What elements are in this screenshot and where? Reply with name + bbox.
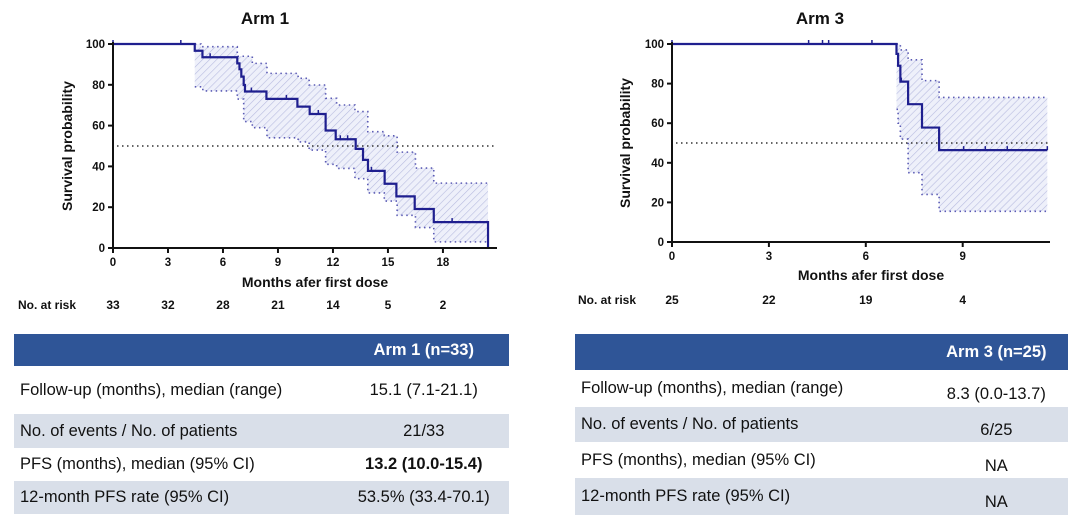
ci-lower-line — [896, 108, 1048, 213]
y-tick-label: 60 — [92, 121, 105, 133]
x-tick-label: 9 — [275, 257, 281, 269]
y-tick-label: 0 — [99, 243, 105, 255]
number-at-risk-label: No. at risk — [18, 298, 76, 312]
number-at-risk-value: 14 — [326, 298, 340, 312]
y-tick-label: 20 — [92, 202, 105, 214]
x-tick-label: 9 — [959, 251, 965, 263]
x-tick-label: 3 — [165, 257, 171, 269]
number-at-risk-label: No. at risk — [578, 293, 636, 307]
km-chart-arm3: Arm 3 Survival probability 0 20 40 60 80 100 0 3 6… — [578, 9, 1050, 307]
confidence-band — [194, 44, 489, 242]
row-label: 12-month PFS rate (95% CI) — [581, 487, 791, 505]
chart-title: Arm 3 — [796, 9, 844, 28]
row-value: NA — [984, 493, 1008, 511]
x-tick-label: 0 — [110, 257, 116, 269]
x-tick-label: 0 — [669, 251, 675, 263]
table-row: Follow-up (months), median (range) 8.3 (0… — [575, 370, 1068, 407]
row-value: 13.2 (10.0-15.4) — [365, 455, 483, 473]
x-tick-label: 6 — [220, 257, 226, 269]
x-tick-label: 3 — [766, 251, 772, 263]
chart-title: Arm 1 — [241, 9, 289, 28]
ci-upper-line — [194, 43, 489, 184]
x-axis-label: Months afer first dose — [798, 267, 944, 283]
number-at-risk-value: 21 — [271, 298, 285, 312]
number-at-risk-value: 22 — [762, 293, 776, 307]
table-header: Arm 3 (n=25) — [946, 342, 1047, 361]
number-at-risk-value: 32 — [161, 298, 175, 312]
number-at-risk-value: 28 — [216, 298, 230, 312]
row-value: 6/25 — [980, 421, 1013, 439]
y-axis-label: Survival probability — [59, 81, 75, 211]
km-chart-arm1: Arm 1 Survival probability 0 20 40 60 80 100 0 3 6… — [18, 9, 497, 312]
confidence-band — [896, 44, 1048, 212]
row-label: PFS (months), median (95% CI) — [20, 455, 255, 473]
row-label: No. of events / No. of patients — [20, 421, 238, 440]
number-at-risk-value: 19 — [859, 293, 873, 307]
number-at-risk-value: 2 — [440, 298, 447, 312]
survival-curve — [672, 42, 1048, 152]
y-tick-label: 100 — [86, 39, 105, 51]
x-tick-label: 6 — [863, 251, 869, 263]
y-tick-label: 40 — [92, 161, 105, 173]
number-at-risk-value: 25 — [665, 293, 679, 307]
y-tick-label: 80 — [651, 79, 664, 91]
row-label: PFS (months), median (95% CI) — [581, 450, 816, 469]
y-tick-label: 40 — [651, 158, 664, 170]
row-value: NA — [984, 456, 1008, 475]
row-label: Follow-up (months), median (range) — [20, 380, 283, 399]
table-row: Follow-up (months), median (range) 15.1 (… — [14, 366, 509, 414]
table-row: PFS (months), median (95% CI) 13.2 (10.0-… — [14, 448, 509, 481]
table-row: No. of events / No. of patients 21/33 — [14, 414, 509, 448]
y-tick-label: 60 — [651, 118, 664, 130]
x-tick-label: 18 — [437, 257, 450, 269]
number-at-risk-value: 5 — [385, 298, 392, 312]
x-tick-label: 15 — [382, 257, 395, 269]
survival-curve — [113, 42, 490, 248]
y-tick-label: 0 — [658, 237, 664, 249]
arm1-summary-table: Arm 1 (n=33) Follow-up (months), median … — [14, 334, 509, 514]
y-axis-label: Survival probability — [617, 78, 633, 208]
y-tick-label: 20 — [651, 197, 664, 209]
x-axis-label: Months afer first dose — [242, 274, 388, 290]
y-tick-label: 100 — [645, 39, 664, 51]
number-at-risk-value: 4 — [959, 293, 966, 307]
row-value: 53.5% (33.4-70.1) — [357, 488, 490, 506]
table-row: 12-month PFS rate (95% CI) NA — [575, 478, 1068, 515]
table-header: Arm 1 (n=33) — [373, 340, 474, 359]
y-tick-label: 80 — [92, 80, 105, 92]
row-label: 12-month PFS rate (95% CI) — [20, 488, 230, 506]
row-value: 8.3 (0.0-13.7) — [946, 385, 1046, 403]
row-label: Follow-up (months), median (range) — [581, 379, 844, 397]
table-row: No. of events / No. of patients 6/25 — [575, 407, 1068, 442]
row-value: 15.1 (7.1-21.1) — [369, 380, 478, 399]
row-label: No. of events / No. of patients — [581, 415, 799, 433]
x-tick-label: 12 — [327, 257, 340, 269]
table-row: 12-month PFS rate (95% CI) 53.5% (33.4-70… — [14, 481, 509, 514]
table-row: PFS (months), median (95% CI) NA — [575, 442, 1068, 478]
row-value: 21/33 — [403, 421, 445, 440]
arm3-summary-table: Arm 3 (n=25) Follow-up (months), median … — [575, 334, 1068, 515]
ci-lower-line — [194, 86, 489, 243]
number-at-risk-value: 33 — [106, 298, 120, 312]
